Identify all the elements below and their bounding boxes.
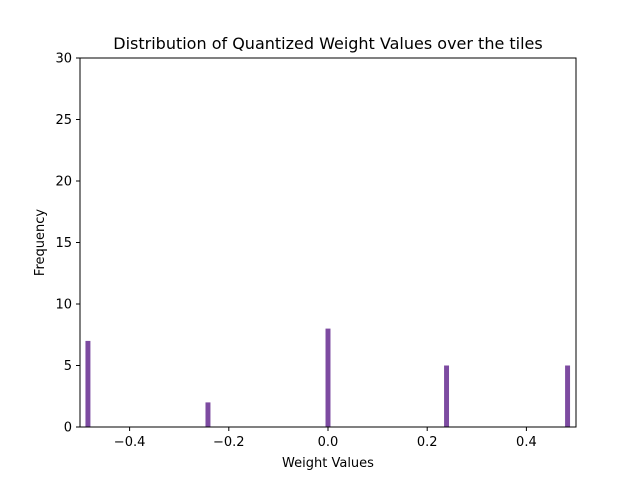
bars-group: [85, 328, 571, 427]
y-axis-label: Frequency: [33, 209, 48, 276]
chart-title: Distribution of Quantized Weight Values …: [113, 34, 542, 53]
x-tick-label: 0.2: [417, 435, 438, 450]
x-tick-label: 0.4: [516, 435, 537, 450]
y-tick-label: 30: [55, 52, 72, 67]
y-tick-label: 0: [64, 421, 72, 436]
x-axis-label: Weight Values: [282, 456, 374, 471]
plot-frame: [79, 57, 577, 428]
y-tick-label: 20: [55, 175, 72, 190]
histogram-bar: [565, 365, 571, 427]
x-axis: −0.4 −0.2 0.0 0.2 0.4: [114, 427, 537, 450]
histogram-bar: [444, 365, 450, 427]
y-axis: 0 5 10 15 20 25 30: [55, 52, 80, 436]
histogram-bar: [205, 402, 211, 427]
y-tick-label: 25: [55, 113, 72, 128]
y-tick-label: 15: [55, 236, 72, 251]
x-tick-label: 0.0: [318, 435, 339, 450]
x-tick-label: −0.2: [213, 435, 245, 450]
histogram-bar: [85, 340, 91, 427]
histogram-bar: [325, 328, 331, 427]
y-tick-label: 10: [55, 298, 72, 313]
y-tick-label: 5: [64, 359, 72, 374]
x-tick-label: −0.4: [114, 435, 146, 450]
